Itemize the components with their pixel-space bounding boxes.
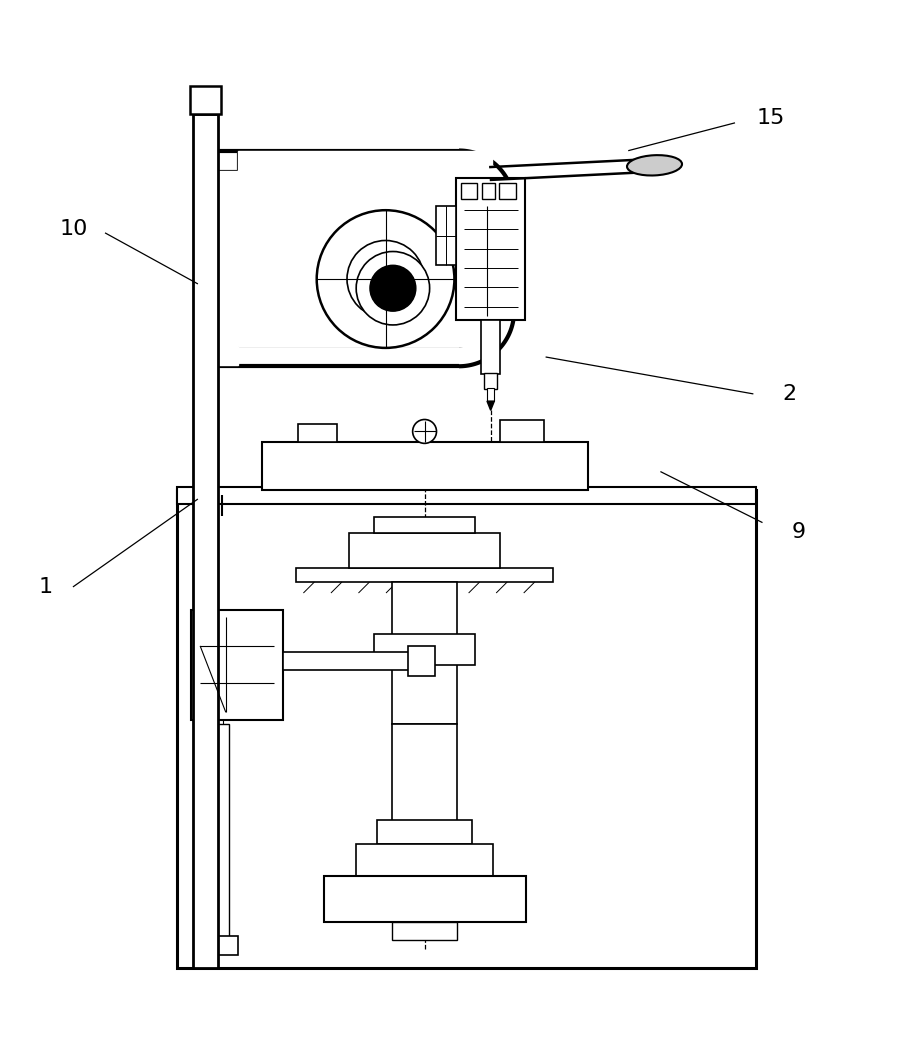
Circle shape xyxy=(347,240,424,318)
Bar xyxy=(323,876,525,922)
Bar xyxy=(193,114,218,967)
Bar xyxy=(296,569,553,581)
Bar xyxy=(500,421,544,442)
Bar xyxy=(376,820,472,844)
Bar xyxy=(349,534,499,569)
Bar xyxy=(355,844,494,876)
Bar xyxy=(408,646,435,676)
Bar xyxy=(208,937,238,955)
Polygon shape xyxy=(219,151,492,366)
Bar xyxy=(456,179,525,320)
Ellipse shape xyxy=(627,155,682,175)
Text: 1: 1 xyxy=(39,576,53,596)
Polygon shape xyxy=(487,401,494,410)
Bar xyxy=(461,183,477,199)
Circle shape xyxy=(371,266,415,310)
Bar xyxy=(499,183,516,199)
Bar xyxy=(177,490,756,967)
Bar xyxy=(375,517,476,534)
Bar xyxy=(217,724,230,949)
Bar xyxy=(375,635,476,664)
Circle shape xyxy=(413,420,436,443)
Circle shape xyxy=(317,210,454,348)
Bar xyxy=(393,922,456,940)
Bar xyxy=(283,652,411,670)
Text: 9: 9 xyxy=(791,522,806,541)
Bar xyxy=(393,724,456,821)
Bar xyxy=(481,320,499,373)
Text: 2: 2 xyxy=(782,384,797,404)
Bar xyxy=(191,609,283,720)
Text: 15: 15 xyxy=(757,108,785,129)
Bar xyxy=(485,373,498,389)
Bar xyxy=(393,581,456,724)
Bar xyxy=(298,424,337,442)
Text: 10: 10 xyxy=(60,219,87,238)
Bar xyxy=(436,205,456,266)
Bar xyxy=(487,388,494,401)
Bar xyxy=(262,442,588,490)
Bar xyxy=(482,183,495,199)
Circle shape xyxy=(356,252,430,325)
Circle shape xyxy=(370,266,416,311)
Bar xyxy=(190,86,221,114)
Bar xyxy=(177,488,756,504)
